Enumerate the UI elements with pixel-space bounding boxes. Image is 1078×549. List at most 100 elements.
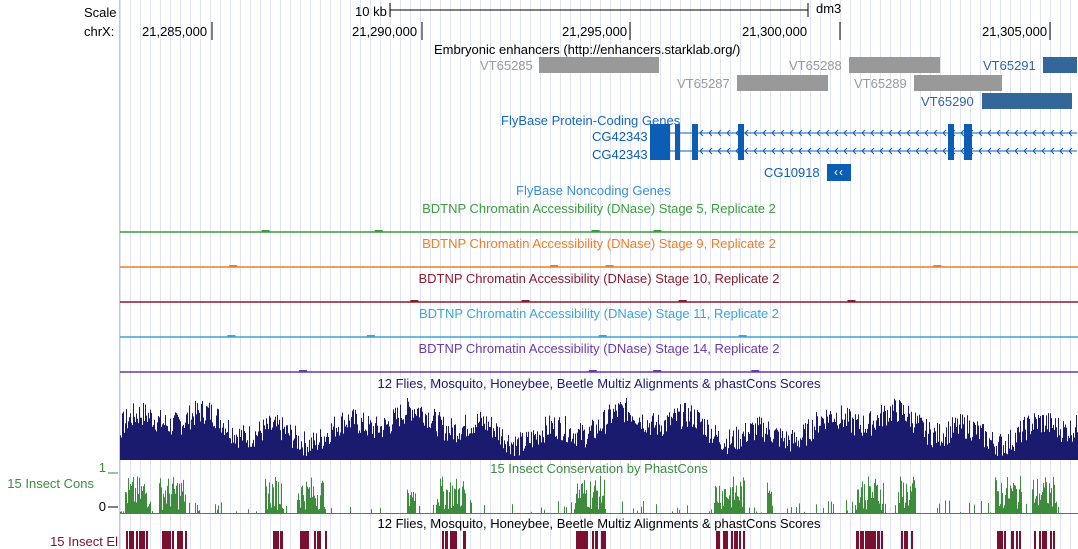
strand-arrow [960, 129, 965, 137]
strand-arrow [1050, 129, 1055, 137]
cons-track-title[interactable]: 15 Insect Conservation by PhastCons [490, 461, 708, 476]
conserved-element [455, 531, 457, 549]
dnase-track-title[interactable]: BDTNP Chromatin Accessibility (DNase) St… [422, 201, 776, 216]
dnase-track-title[interactable]: BDTNP Chromatin Accessibility (DNase) St… [418, 306, 780, 321]
strand-arrow [888, 147, 893, 155]
strand-arrow [933, 147, 938, 155]
dnase-peak [227, 335, 236, 337]
strand-arrow [744, 147, 749, 155]
enhancer-label[interactable]: VT65287 [677, 76, 730, 91]
gene-feature-cg10918[interactable]: ‹‹ [827, 164, 851, 181]
elements-side-label[interactable]: 15 Insect El [50, 534, 118, 549]
strand-arrow [870, 129, 875, 137]
conserved-element [999, 531, 1001, 549]
strand-arrow [924, 129, 929, 137]
dnase-peak [738, 335, 747, 337]
cons-side-label[interactable]: 15 Insect Cons [7, 476, 94, 491]
conserved-element [862, 531, 864, 549]
enhancer-feature[interactable] [982, 93, 1072, 109]
enhancer-feature[interactable] [849, 57, 940, 73]
exon [738, 124, 744, 142]
dnase-signal-tracks[interactable] [120, 222, 1078, 382]
conserved-element [442, 531, 444, 549]
strand-arrow [780, 147, 785, 155]
enhancer-label[interactable]: VT65288 [789, 58, 842, 73]
dnase-track-title[interactable]: BDTNP Chromatin Accessibility (DNase) St… [418, 341, 780, 356]
strand-arrow [987, 147, 992, 155]
conserved-element [881, 531, 883, 549]
dnase-track-title[interactable]: BDTNP Chromatin Accessibility (DNase) St… [422, 236, 776, 251]
dnase-peak [261, 230, 270, 232]
multiz-track-title[interactable]: 12 Flies, Mosquito, Honeybee, Beetle Mul… [377, 376, 821, 391]
strand-arrow [933, 129, 938, 137]
strand-arrow [1005, 129, 1010, 137]
enhancer-label[interactable]: VT65290 [921, 94, 974, 109]
dnase-track-title[interactable]: BDTNP Chromatin Accessibility (DNase) St… [418, 271, 780, 286]
dnase-peak [653, 370, 662, 372]
conserved-element [576, 531, 578, 549]
exon [692, 124, 698, 142]
phastcons-elements[interactable] [120, 531, 1078, 549]
noncoding-track-title[interactable]: FlyBase Noncoding Genes [516, 183, 671, 198]
strand-arrow [861, 129, 866, 137]
strand-arrow [879, 147, 884, 155]
strand-arrow [717, 129, 722, 137]
gene-label[interactable]: CG42343 [592, 129, 648, 144]
dnase-peak [299, 370, 308, 372]
conserved-element [857, 531, 859, 549]
conserved-element [136, 531, 138, 549]
enhancer-label[interactable]: VT65285 [480, 58, 533, 73]
strand-arrow [1023, 147, 1028, 155]
strand-arrow [915, 129, 920, 137]
strand-arrow [879, 129, 884, 137]
gene-label[interactable]: CG42343 [592, 147, 648, 162]
gene-label[interactable]: CG10918 [764, 165, 820, 180]
gene-models[interactable] [650, 124, 1078, 184]
conserved-element [314, 531, 316, 549]
strand-arrow [834, 129, 839, 137]
conserved-element [274, 531, 276, 549]
strand-arrow [1041, 129, 1046, 137]
conserved-element [452, 531, 454, 549]
strand-arrow [699, 147, 704, 155]
exon [738, 142, 744, 160]
dnase-peak [588, 370, 597, 372]
enhancer-label[interactable]: VT65289 [854, 76, 907, 91]
exon [692, 142, 698, 160]
conserved-element [592, 531, 594, 549]
conserved-element [731, 531, 733, 549]
multiz-conservation-wiggle[interactable] [120, 393, 1078, 460]
multiz-wiggle-area [120, 398, 1078, 460]
conserved-element [307, 531, 309, 549]
strand-arrow [960, 147, 965, 155]
conserved-element [179, 531, 181, 549]
exon [948, 142, 954, 160]
strand-arrow [987, 129, 992, 137]
enhancers-track-title[interactable]: Embryonic enhancers (http://enhancers.st… [434, 42, 741, 57]
enhancer-feature[interactable] [914, 75, 1002, 91]
strand-arrow [942, 147, 947, 155]
ruler-tick-label: 21,285,000 [142, 24, 208, 39]
assembly-label: dm3 [816, 1, 842, 16]
conserved-element [464, 531, 466, 549]
protein-coding-track-title[interactable]: FlyBase Protein-Coding Genes [501, 113, 681, 128]
enhancer-feature[interactable] [539, 57, 659, 73]
conserved-element [1039, 531, 1041, 549]
conserved-element [450, 531, 452, 549]
strand-arrow [942, 129, 947, 137]
strand-arrow [771, 129, 776, 137]
strand-arrow [852, 147, 857, 155]
enhancer-feature[interactable] [1043, 57, 1077, 73]
conserved-element [130, 531, 132, 549]
conserved-element [146, 531, 148, 549]
enhancer-label[interactable]: VT65291 [983, 58, 1036, 73]
conserved-element [736, 531, 738, 549]
phastcons-wiggle[interactable] [120, 474, 1078, 514]
dnase-peak [933, 265, 942, 267]
ruler-tick-label: 21,300,000 [742, 24, 808, 39]
enhancer-feature[interactable] [737, 75, 828, 91]
conserved-element [860, 531, 862, 549]
elements-track-title[interactable]: 12 Flies, Mosquito, Honeybee, Beetle Mul… [377, 516, 821, 531]
dnase-peak [410, 300, 419, 302]
